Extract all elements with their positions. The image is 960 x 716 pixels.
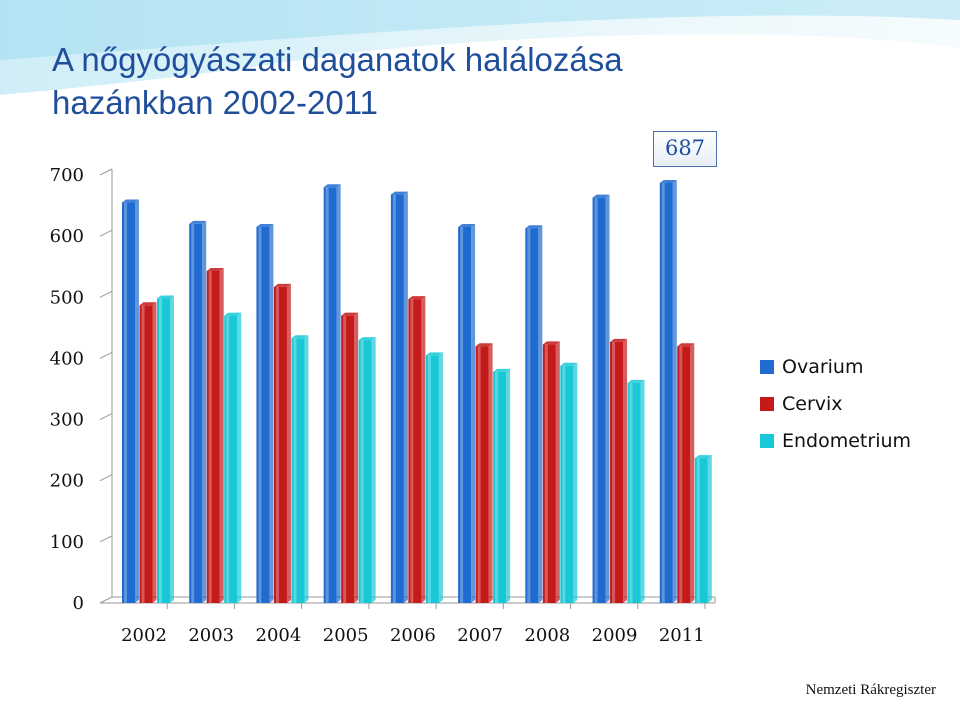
x-tick-label-2009: 2009: [592, 625, 638, 646]
chart-labels: 0 100 200 300 400 500 600 700 2002 2003 2004 2005 20…: [50, 165, 705, 646]
chart-bars: [122, 179, 712, 604]
bar-endometrium-2006: [425, 352, 443, 603]
bar-cervix-2007: [475, 343, 493, 603]
bar-cervix-2003: [206, 267, 224, 603]
source-credit: Nemzeti Rákregiszter: [805, 682, 936, 698]
y-tick-label-200: 200: [50, 471, 84, 492]
legend-label-endometrium: Endometrium: [782, 429, 912, 452]
y-tick-200: [99, 474, 113, 482]
legend-swatch-endometrium: [760, 433, 774, 448]
legend-swatch-cervix: [760, 396, 774, 411]
y-tick-label-100: 100: [50, 532, 84, 553]
max-value-callout: 687: [653, 131, 717, 167]
x-tick-label-2003: 2003: [188, 625, 234, 646]
x-tick-label-2006: 2006: [390, 625, 436, 646]
y-tick-label-0: 0: [73, 593, 84, 614]
legend-label-ovarium: Ovarium: [782, 355, 864, 378]
y-tick-700: [99, 168, 113, 176]
bar-ovarium-2004: [256, 223, 274, 603]
title-line-2: hazánkban 2002-2011: [52, 84, 379, 121]
x-tick-label-2007: 2007: [457, 625, 503, 646]
bar-endometrium-2008: [560, 362, 578, 603]
x-tick-label-2011: 2011: [659, 625, 705, 646]
chart-legend: Ovarium Cervix Endometrium: [760, 348, 911, 459]
bar-cervix-2009: [610, 338, 628, 603]
y-tick-400: [99, 351, 113, 359]
y-tick-label-400: 400: [50, 348, 84, 369]
bar-ovarium-2009: [592, 194, 610, 603]
bar-ovarium-2007: [458, 223, 476, 603]
x-tick-label-2002: 2002: [121, 625, 167, 646]
y-tick-300: [99, 413, 113, 421]
y-tick-label-700: 700: [50, 165, 84, 186]
legend-label-cervix: Cervix: [782, 392, 843, 415]
legend-item-cervix: Cervix: [760, 385, 911, 422]
bar-endometrium-2002: [157, 295, 174, 603]
y-tick-0: [99, 596, 113, 604]
legend-item-ovarium: Ovarium: [760, 348, 911, 385]
bar-cervix-2006: [408, 296, 426, 603]
y-tick-label-600: 600: [50, 226, 84, 247]
bar-endometrium-2005: [358, 337, 376, 603]
bar-ovarium-2011: [659, 179, 677, 603]
legend-swatch-ovarium: [760, 359, 774, 374]
slide-title: A nőgyógyászati daganatok halálozása haz…: [52, 38, 623, 124]
bar-cervix-2011: [677, 343, 695, 603]
legend-item-endometrium: Endometrium: [760, 422, 911, 459]
bar-ovarium-2005: [323, 184, 341, 603]
y-tick-label-300: 300: [50, 410, 84, 431]
y-tick-label-500: 500: [50, 287, 84, 308]
bar-endometrium-2004: [291, 335, 309, 603]
bar-ovarium-2008: [525, 225, 543, 604]
bar-ovarium-2002: [122, 199, 139, 603]
x-tick-label-2004: 2004: [256, 625, 302, 646]
bar-cervix-2008: [542, 341, 560, 603]
bar-endometrium-2003: [224, 312, 242, 603]
bar-ovarium-2006: [390, 191, 408, 603]
bar-endometrium-2011: [694, 455, 712, 603]
x-tick-label-2008: 2008: [524, 625, 570, 646]
bar-endometrium-2009: [627, 379, 645, 603]
y-tick-100: [99, 535, 113, 543]
bar-cervix-2004: [273, 283, 291, 603]
title-line-1: A nőgyógyászati daganatok halálozása: [52, 41, 623, 78]
y-tick-500: [99, 290, 113, 298]
bar-ovarium-2003: [189, 220, 207, 603]
x-tick-label-2005: 2005: [323, 625, 369, 646]
y-tick-600: [99, 229, 113, 237]
bar-cervix-2005: [341, 312, 359, 603]
bar-endometrium-2007: [493, 368, 511, 603]
bar-cervix-2002: [139, 302, 157, 603]
